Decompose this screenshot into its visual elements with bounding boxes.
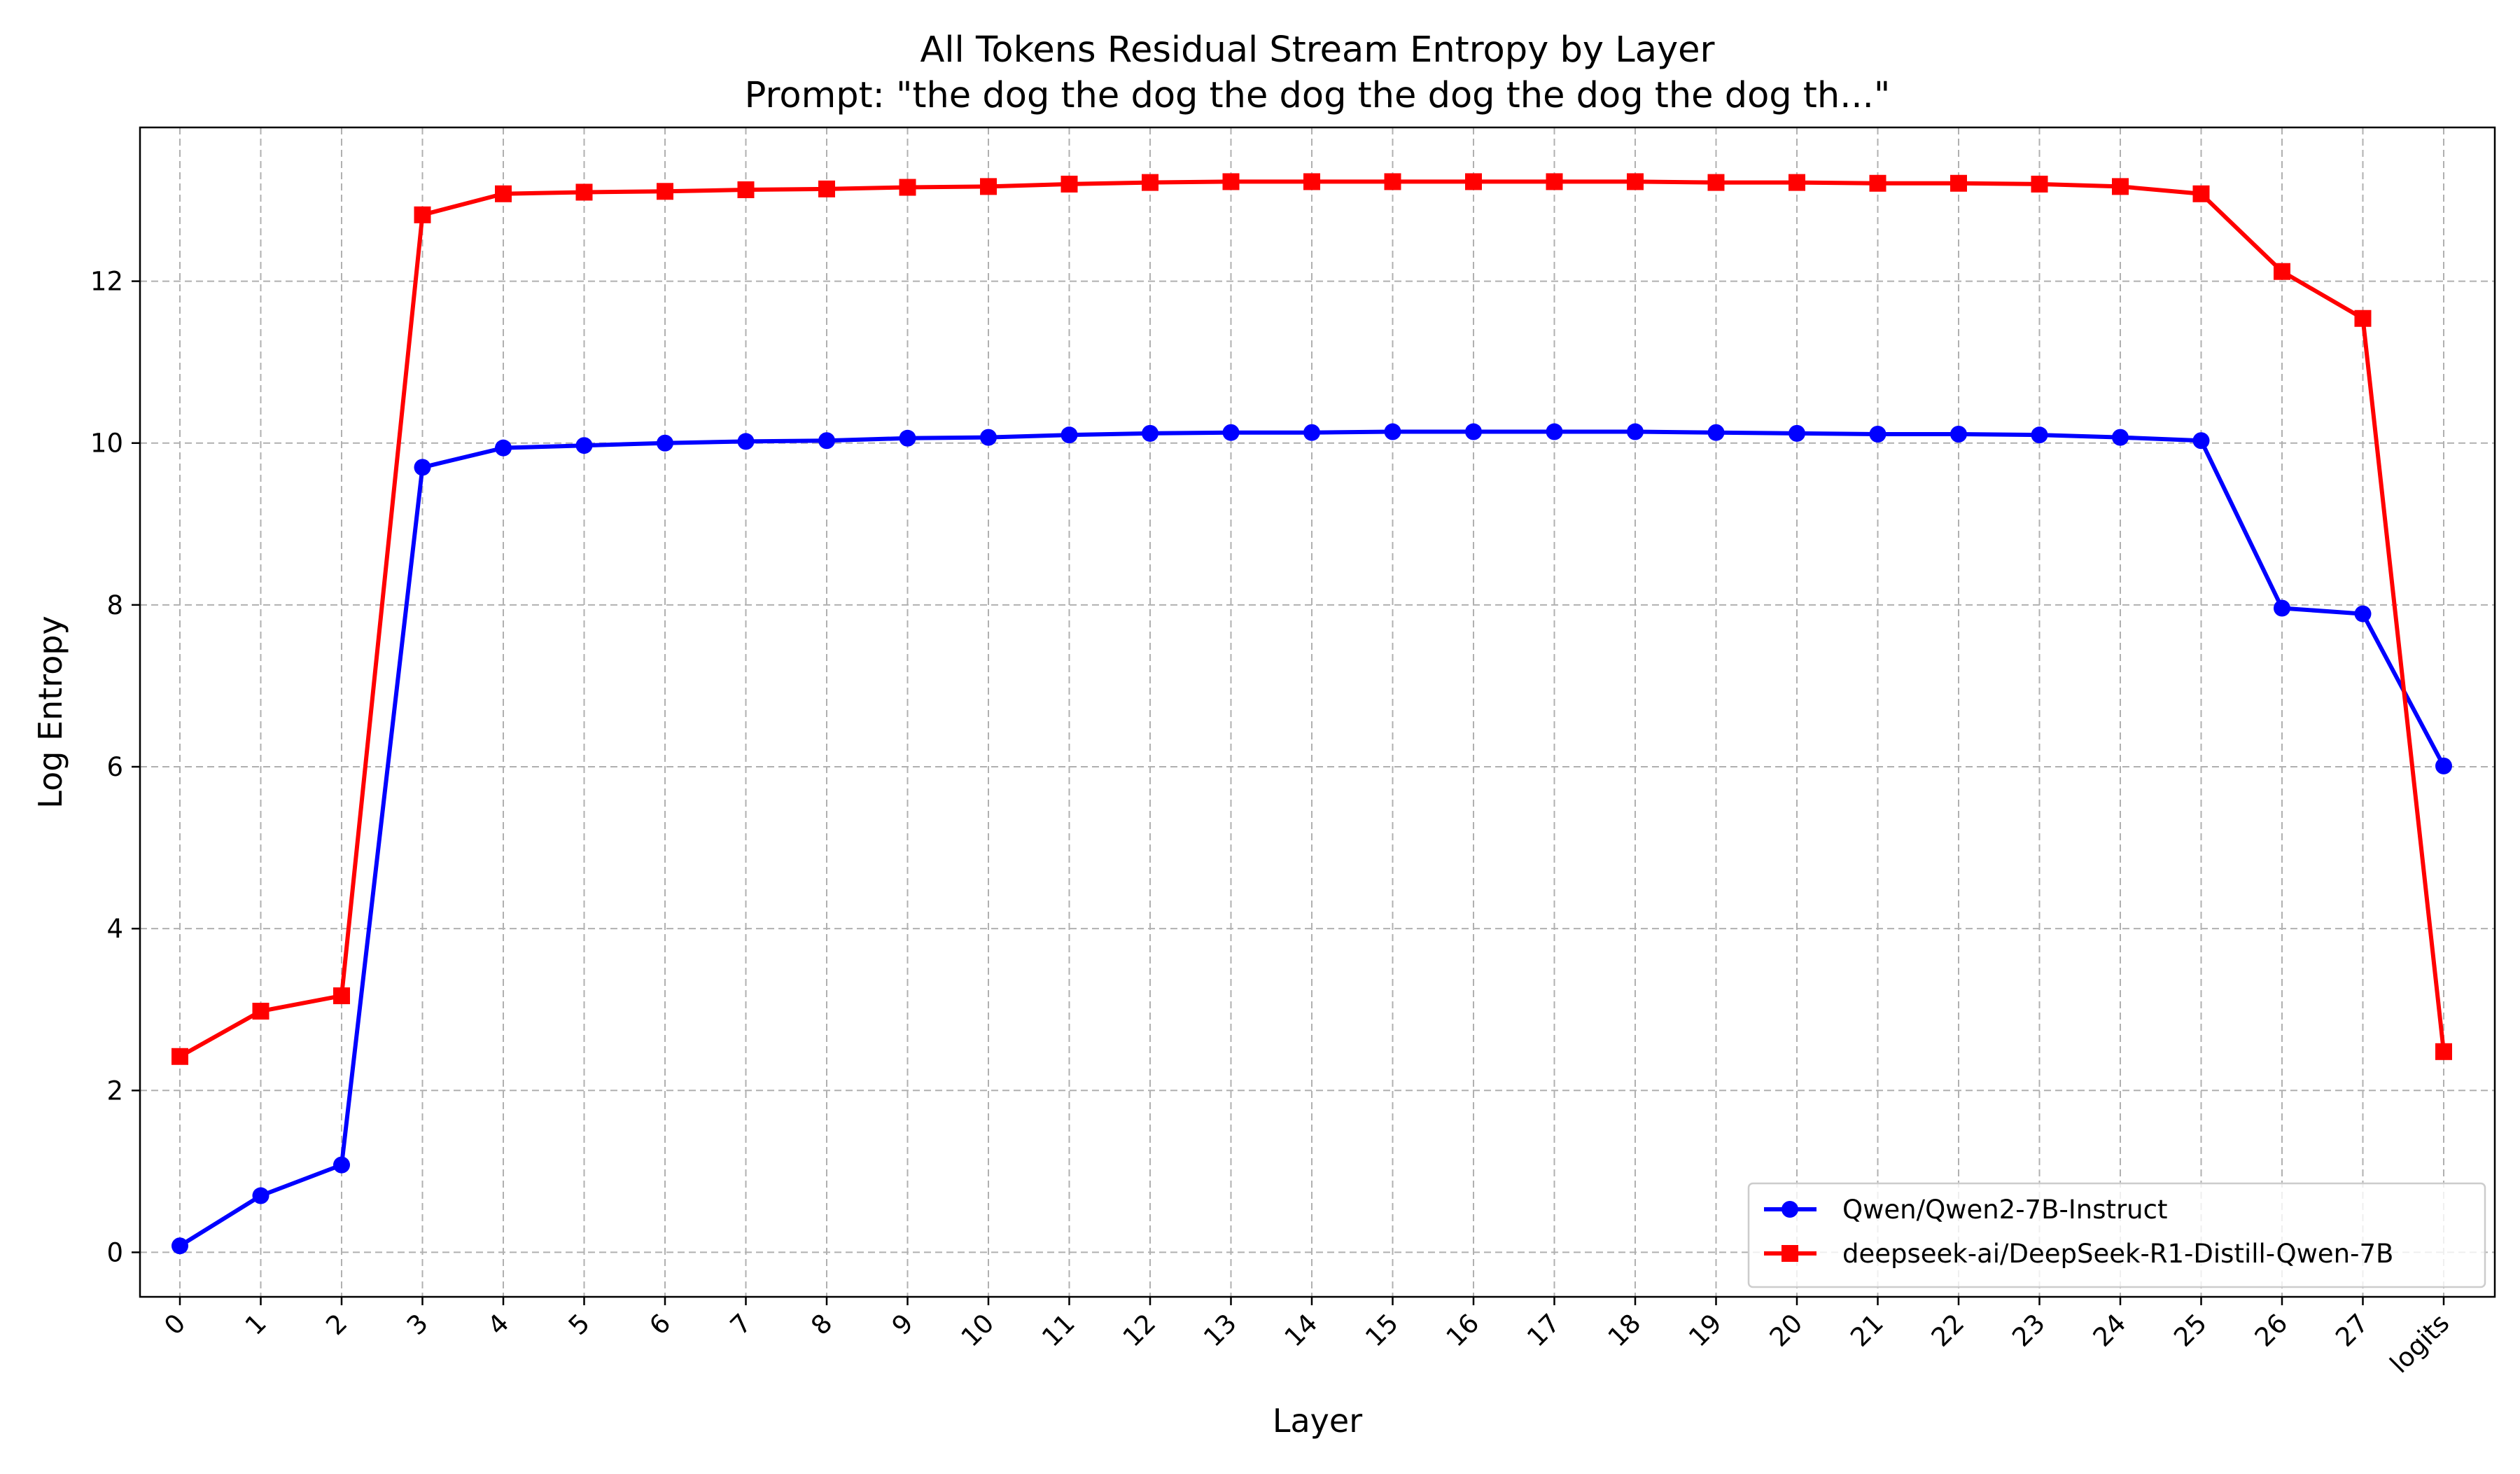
x-axis-label: Layer [1273, 1402, 1362, 1440]
plot-frame [139, 126, 2496, 1298]
data-point-circle [2354, 605, 2372, 623]
data-point-circle [1222, 424, 1240, 441]
data-point-circle [2274, 599, 2290, 617]
legend-label-qwen: Qwen/Qwen2-7B-Instruct [1842, 1195, 2168, 1225]
data-point-circle [1707, 424, 1725, 441]
data-point-square [1142, 174, 1158, 191]
data-point-square [1303, 173, 1320, 190]
data-point-square [2435, 1043, 2452, 1060]
y-tick-label: 0 [106, 1237, 123, 1267]
legend-label-deepseek: deepseek-ai/DeepSeek-R1-Distill-Qwen-7B [1842, 1239, 2393, 1269]
data-point-square [2274, 263, 2290, 280]
data-point-square [1950, 174, 1967, 192]
data-point-circle [2112, 429, 2129, 446]
data-point-circle [575, 437, 593, 454]
series-layer [172, 173, 2452, 1255]
data-point-square [495, 185, 512, 202]
data-point-square [980, 178, 997, 195]
data-point-square [1060, 175, 1078, 193]
data-point-square [737, 181, 755, 198]
data-point-circle [414, 459, 431, 476]
data-point-circle [2031, 426, 2048, 444]
data-point-circle [737, 433, 755, 450]
data-point-square [657, 183, 673, 200]
data-point-circle [333, 1156, 350, 1174]
data-point-square [1546, 173, 1563, 190]
data-point-square [333, 987, 350, 1005]
data-point-square [575, 183, 593, 201]
y-tick-label: 4 [106, 914, 123, 944]
data-point-circle [1060, 426, 1078, 444]
data-point-square [818, 180, 835, 197]
data-point-square [414, 206, 431, 223]
data-point-circle [980, 429, 997, 446]
y-tick-label: 10 [90, 429, 123, 459]
data-point-square [2192, 185, 2210, 202]
data-point-circle [1303, 424, 1320, 441]
data-point-square [172, 1048, 188, 1065]
data-point-circle [2435, 757, 2452, 774]
data-point-circle [1869, 426, 1886, 443]
y-tick-label: 6 [106, 752, 123, 782]
data-point-square [899, 179, 916, 196]
data-point-square [2112, 178, 2129, 195]
legend-marker-circle [1782, 1201, 1798, 1218]
data-point-square [1465, 173, 1482, 190]
y-tick-label: 2 [106, 1076, 123, 1106]
data-point-square [1384, 173, 1401, 190]
legend-frame [1747, 1182, 2486, 1288]
data-point-circle [1142, 424, 1158, 442]
data-point-circle [1788, 424, 1805, 442]
data-point-circle [495, 439, 512, 457]
data-point-square [1627, 173, 1644, 190]
legend-marker-square [1782, 1245, 1798, 1262]
chart-subtitle: Prompt: "the dog the dog the dog the dog… [745, 75, 1891, 116]
data-point-square [1788, 174, 1805, 191]
data-point-square [1707, 174, 1725, 191]
data-point-square [2031, 175, 2048, 193]
chart-title: All Tokens Residual Stream Entropy by La… [920, 29, 1715, 71]
data-point-circle [1465, 423, 1482, 440]
y-tick-label: 8 [106, 590, 123, 620]
data-point-square [1869, 174, 1886, 192]
data-point-square [1222, 173, 1240, 190]
data-point-circle [1546, 423, 1563, 440]
data-point-circle [899, 429, 916, 447]
data-point-circle [1384, 423, 1401, 440]
data-point-circle [1950, 426, 1967, 443]
data-point-square [252, 1003, 270, 1020]
y-tick-label: 12 [90, 267, 123, 297]
grid [140, 127, 2495, 1297]
data-point-square [2354, 310, 2372, 327]
data-point-circle [172, 1237, 188, 1255]
data-point-circle [1627, 423, 1644, 440]
data-point-circle [657, 434, 673, 452]
data-point-circle [818, 432, 835, 450]
data-point-circle [252, 1187, 270, 1204]
y-axis-label: Log Entropy [31, 616, 69, 809]
legend: Qwen/Qwen2-7B-Instruct deepseek-ai/DeepS… [1747, 1182, 2486, 1288]
data-point-circle [2192, 432, 2210, 450]
